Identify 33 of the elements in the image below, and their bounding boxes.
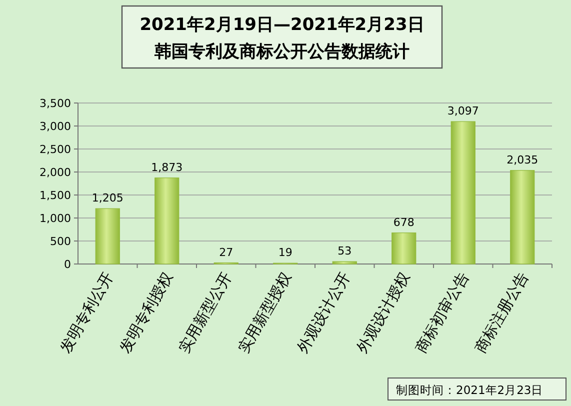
x-tick-label: 外观设计授权 [352,269,414,356]
y-tick-label: 500 [50,235,71,248]
data-label: 1,205 [92,192,124,205]
y-tick-label: 1,500 [40,189,71,202]
data-label: 19 [278,246,292,260]
x-tick-label: 发明专利授权 [116,269,176,356]
x-tick-label: 商标初审公告 [412,269,473,356]
y-tick-label: 3,000 [40,120,71,133]
y-tick-label: 2,000 [40,166,71,179]
bar [392,232,416,264]
bar [450,121,476,264]
x-tick-label: 外观设计公开 [294,269,354,356]
y-tick-label: 2,500 [40,143,71,156]
bar [95,208,120,264]
bar [154,178,180,264]
x-tick-label: 商标注册公告 [471,269,532,356]
data-label: 27 [219,246,234,259]
x-tick-label: 发明专利公开 [56,269,118,356]
chart-subtitle: 韩国专利及商标公开公告数据统计 [154,42,410,62]
text: 制图时间：2021年2月23日 [396,383,544,397]
data-label: 2,035 [506,153,538,166]
y-tick-label: 0 [64,258,71,271]
data-label: 53 [338,244,352,258]
y-tick-label: 1,000 [40,212,71,225]
bar [332,261,357,264]
data-label: 678 [393,216,414,229]
y-tick-label: 3,500 [40,97,71,110]
bar [510,170,535,264]
x-tick-label: 实用新型授权 [234,269,295,356]
chart-title: 2021年2月19日—2021年2月23日 [140,15,424,35]
data-label: 1,873 [151,160,183,174]
data-label: 3,097 [447,104,479,118]
x-tick-label: 实用新型公开 [175,269,236,356]
